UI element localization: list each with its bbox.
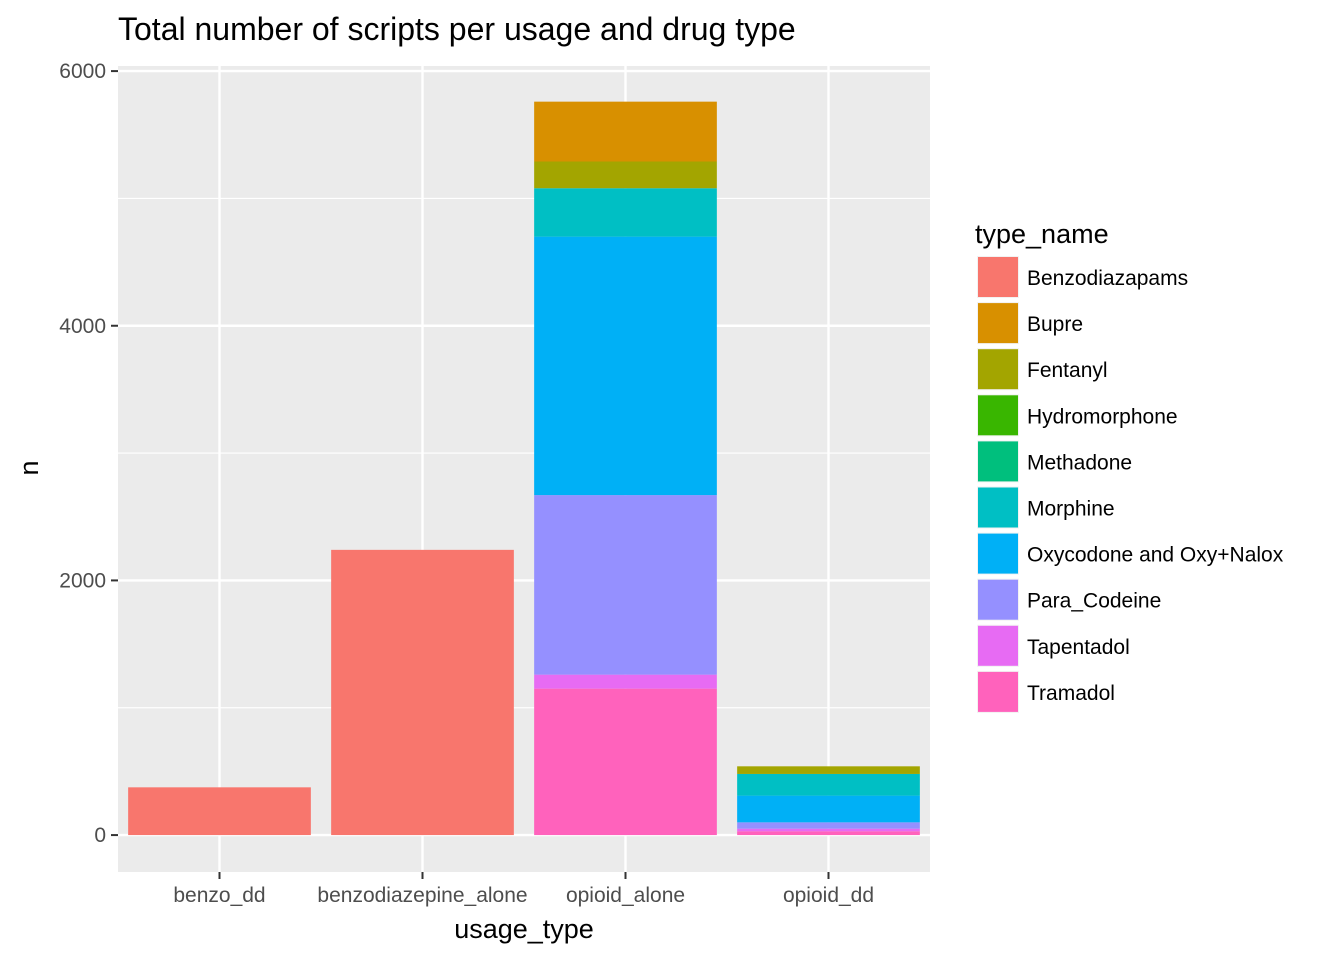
- legend-swatch: [978, 395, 1018, 436]
- legend-label: Tapentadol: [1027, 636, 1130, 659]
- bars: [128, 101, 920, 836]
- y-tick-label: 0: [94, 824, 106, 847]
- bar-segment: [534, 188, 717, 237]
- legend-label: Morphine: [1027, 498, 1115, 521]
- legend-swatch: [978, 257, 1018, 297]
- bar-segment: [534, 674, 717, 689]
- x-tick-label: opioid_dd: [783, 884, 874, 907]
- legend-label: Bupre: [1027, 313, 1083, 336]
- panel-background: [118, 66, 930, 872]
- y-tick-label: 2000: [59, 569, 106, 592]
- y-tick-label: 4000: [59, 315, 106, 338]
- legend-label: Hydromorphone: [1027, 405, 1178, 428]
- bar-segment: [737, 828, 920, 832]
- axes: 0 2000 4000 6000 benzo_dd benzodiazepine_alon…: [59, 60, 874, 907]
- legend-swatch: [978, 303, 1018, 344]
- legend-label: Tramadol: [1027, 682, 1115, 705]
- legend-swatch: [978, 625, 1018, 666]
- chart-title: Total number of scripts per usage and dr…: [118, 11, 796, 47]
- legend-label: Oxycodone and Oxy+Nalox: [1027, 544, 1284, 567]
- legend-swatch: [978, 349, 1018, 390]
- bar-segment: [128, 787, 311, 836]
- legend-label: Fentanyl: [1027, 359, 1108, 382]
- legend-swatch: [978, 579, 1018, 620]
- y-axis-title: n: [14, 460, 44, 475]
- plot-panel: [118, 66, 930, 872]
- x-tick-label: benzodiazepine_alone: [317, 884, 527, 907]
- bar-segment: [331, 549, 514, 836]
- bar-segment: [737, 795, 920, 823]
- legend-swatch: [978, 441, 1018, 482]
- legend-title: type_name: [975, 219, 1109, 249]
- legend-swatch: [978, 671, 1018, 712]
- legend-label: Benzodiazapams: [1027, 267, 1188, 290]
- legend-label: Methadone: [1027, 451, 1132, 474]
- bar-segment: [737, 766, 920, 774]
- bar-segment: [534, 495, 717, 675]
- bar-segment: [534, 101, 717, 162]
- legend-label: Para_Codeine: [1027, 590, 1161, 613]
- x-tick-label: opioid_alone: [566, 884, 685, 907]
- y-tick-label: 6000: [59, 60, 106, 83]
- bar-segment: [534, 161, 717, 189]
- x-axis-title: usage_type: [454, 914, 594, 944]
- legend-swatch: [978, 487, 1018, 528]
- bar-segment: [534, 688, 717, 836]
- legend-swatch: [978, 533, 1018, 574]
- legend: type_name Benzodiazapams Bupre Fentanyl Hyd…: [975, 219, 1284, 713]
- bar-segment: [737, 822, 920, 829]
- bar-segment: [737, 773, 920, 796]
- x-tick-label: benzo_dd: [173, 884, 265, 907]
- bar-segment: [534, 236, 717, 496]
- bar-segment: [737, 831, 920, 836]
